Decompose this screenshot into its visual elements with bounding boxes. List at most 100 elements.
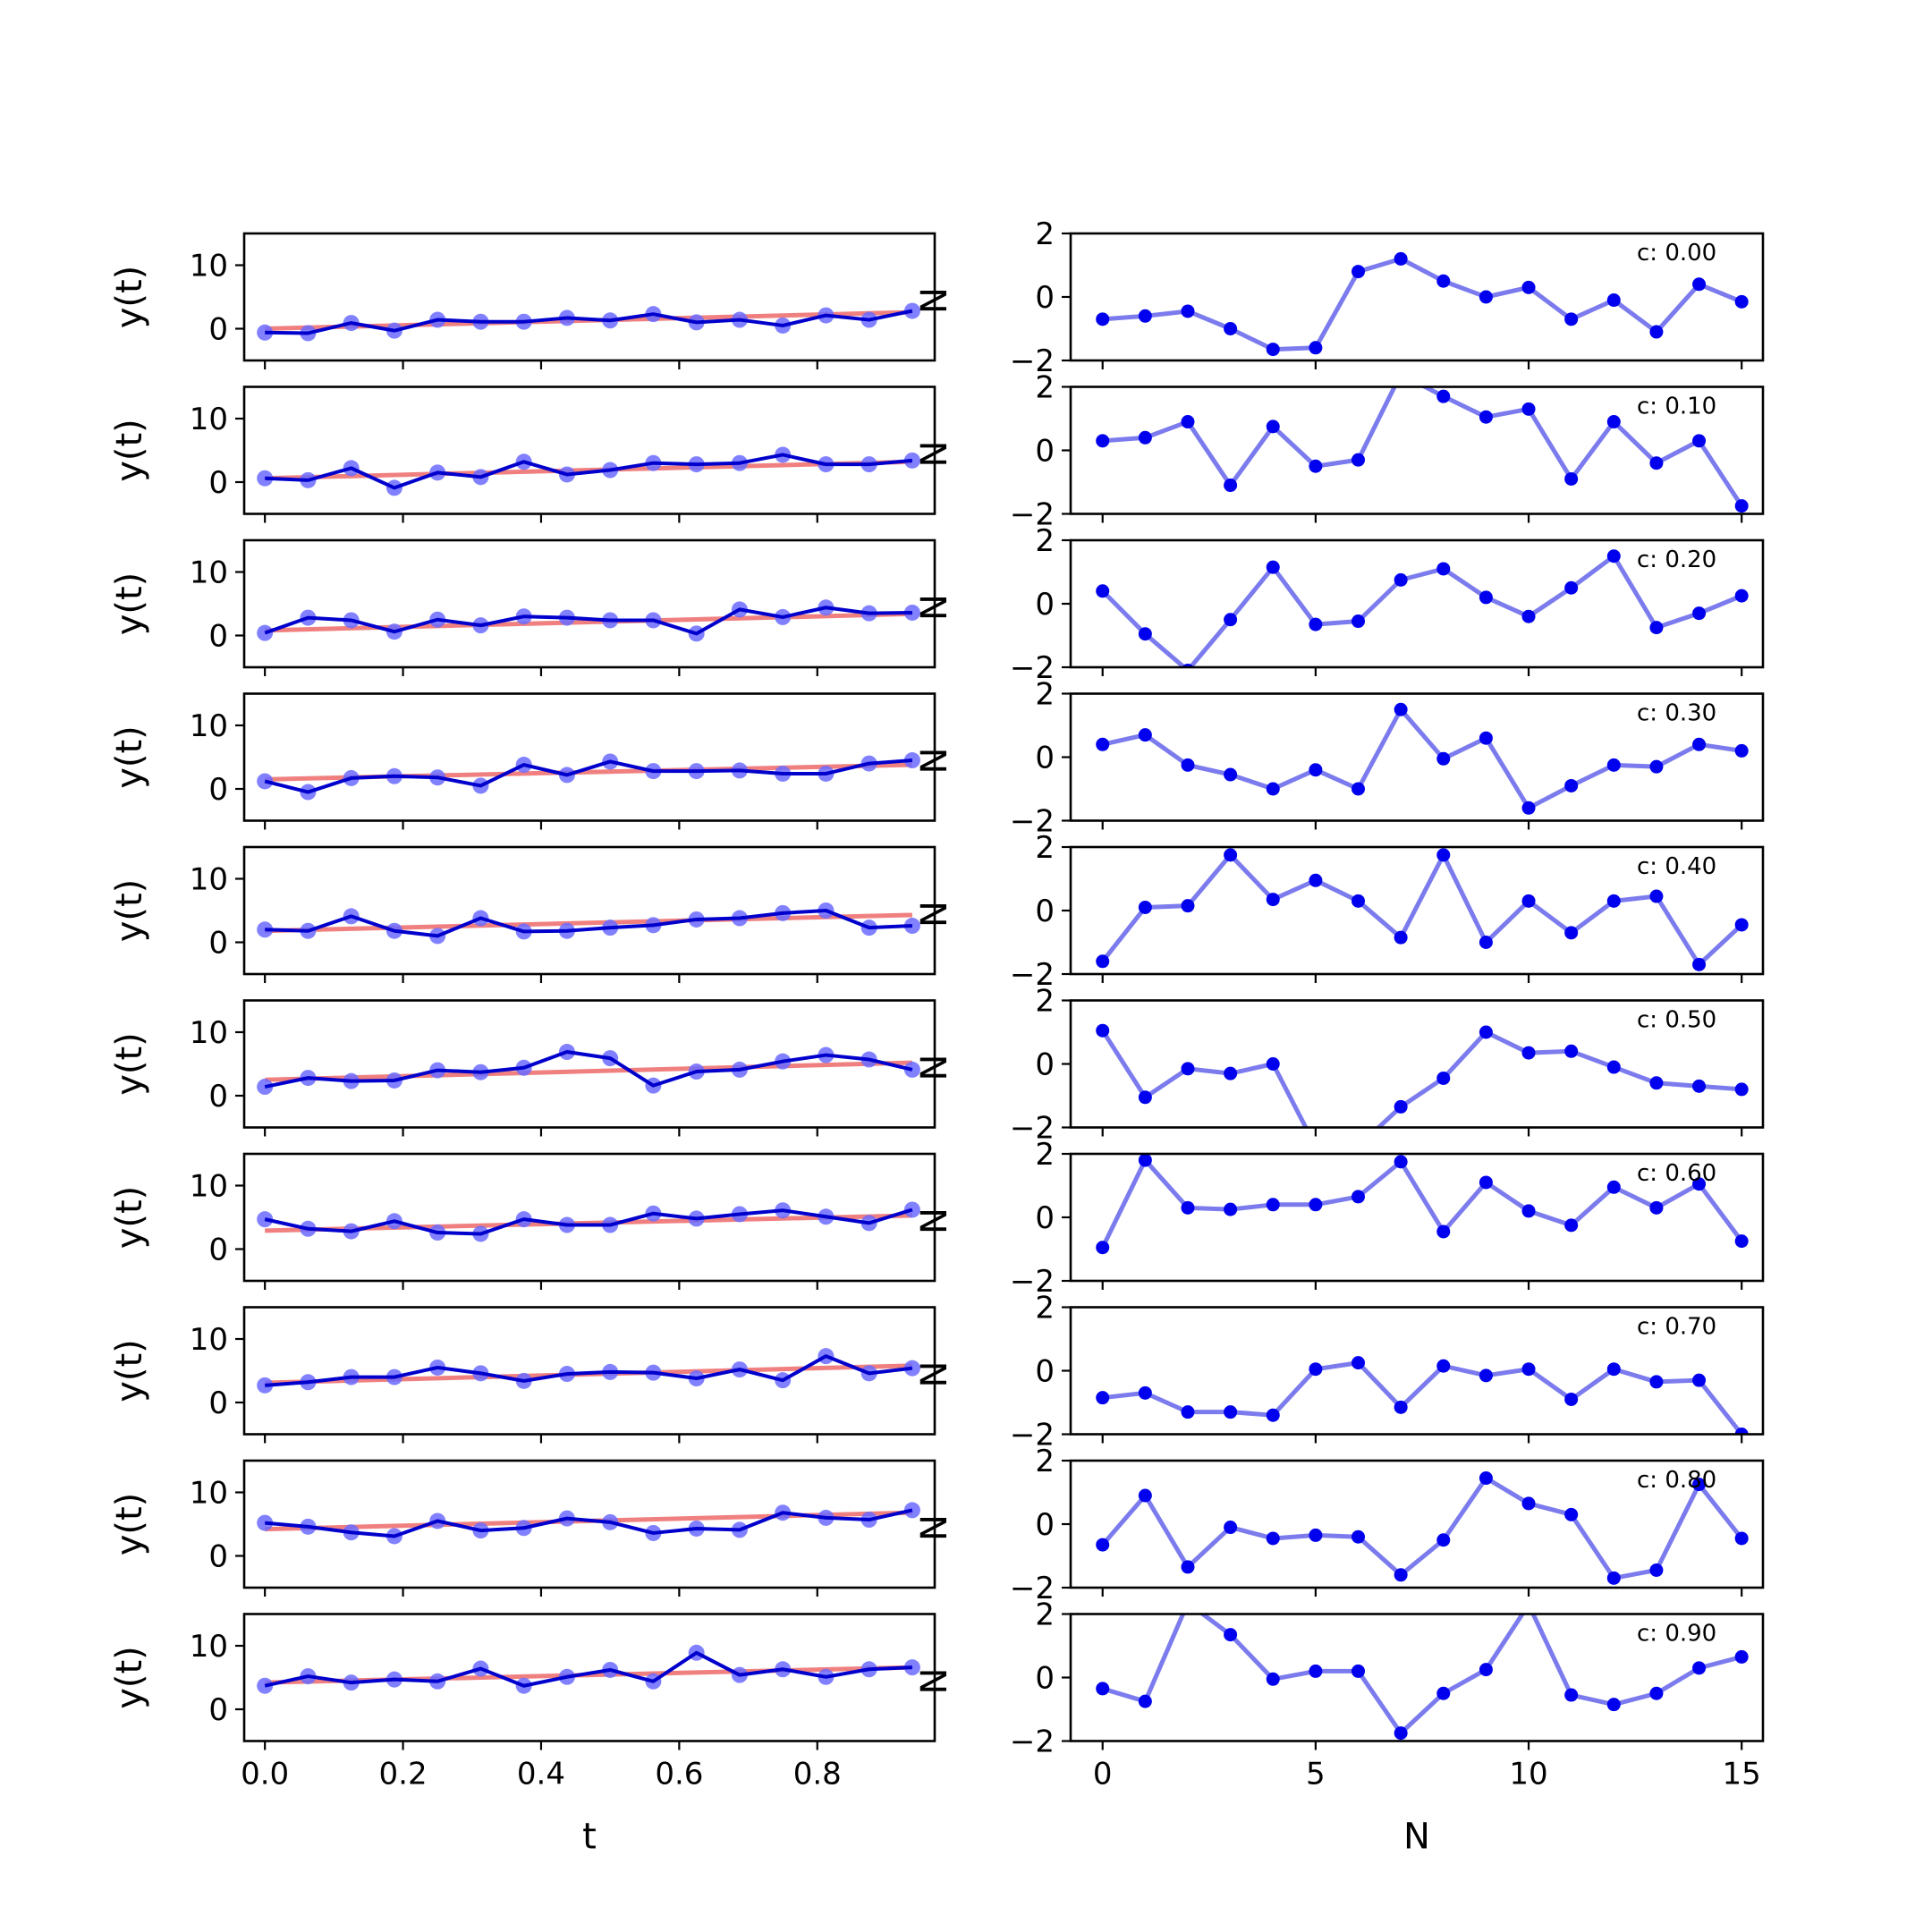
noise-point	[1309, 1362, 1323, 1377]
axes-frame	[242, 386, 936, 515]
noise-point	[1436, 1071, 1451, 1085]
noise-point	[1606, 1698, 1621, 1712]
y-tick-label: 0	[208, 1692, 228, 1728]
right-plot-area-2	[1096, 549, 1749, 667]
noise-point	[1479, 1025, 1493, 1039]
noise-point	[1649, 1200, 1664, 1215]
noise-point	[1521, 1204, 1536, 1218]
y-tick-label: 0	[208, 1539, 228, 1575]
right-plot-area-3	[1096, 702, 1749, 815]
axes-frame	[242, 538, 936, 669]
fit-line	[265, 1213, 912, 1233]
y-axis-label: y(t)	[109, 266, 150, 329]
noise-point	[1649, 1076, 1664, 1090]
noise-point	[1394, 1400, 1408, 1414]
noise-point	[1606, 293, 1621, 308]
overlapping-n-glyph: N	[914, 594, 955, 621]
noise-point	[1096, 584, 1110, 598]
series-line	[264, 1650, 912, 1688]
noise-point	[1309, 763, 1323, 777]
noise-point	[1606, 1571, 1621, 1585]
noise-point	[1138, 1488, 1152, 1503]
left-plot-area-8	[257, 1502, 920, 1545]
y-tick-label: 0	[1035, 1354, 1055, 1390]
overlapping-n-glyph: N	[914, 1361, 955, 1388]
noise-point	[1436, 389, 1451, 403]
noise-point	[1479, 1368, 1493, 1383]
left-panel-5: 0 10 y(t)	[109, 999, 936, 1137]
y-tick-label: 0	[1035, 587, 1055, 623]
noise-point	[1181, 899, 1195, 913]
panel-annotation: c: 0.00	[1637, 240, 1716, 267]
y-tick-label: 0	[1035, 741, 1055, 776]
noise-point	[1309, 459, 1323, 473]
overlapping-n-glyph: N	[914, 901, 955, 928]
noise-point	[1309, 341, 1323, 355]
noise-point	[1394, 1726, 1408, 1741]
right-panel-5: c: 0.50 −2 0 2 N	[914, 984, 1765, 1147]
overlapping-n-glyph: N	[914, 1668, 955, 1695]
right-panel-2: c: 0.20 −2 0 2 N	[914, 523, 1765, 686]
noise-point	[1096, 312, 1110, 326]
y-tick-label: 0	[208, 619, 228, 655]
y-tick-label: 2	[1035, 523, 1055, 559]
y-tick-label: 2	[1035, 370, 1055, 406]
axes-frame	[242, 232, 936, 362]
noise-point	[1096, 1682, 1110, 1696]
noise-point	[1734, 1082, 1749, 1097]
noise-point	[1394, 1155, 1408, 1169]
noise-point	[1649, 1686, 1664, 1700]
right-plot-area-0	[1096, 251, 1749, 357]
y-tick-label: −2	[1010, 343, 1055, 379]
noise-point	[1138, 1694, 1152, 1708]
noise-point	[1266, 1531, 1280, 1546]
series-line	[264, 606, 912, 636]
y-tick-label: 2	[1035, 677, 1055, 713]
noise-point	[1649, 759, 1664, 774]
panel-annotation: c: 0.70	[1637, 1314, 1716, 1341]
panel-annotation: c: 0.90	[1637, 1621, 1716, 1648]
noise-line	[1102, 1360, 1744, 1435]
noise-point	[1692, 1373, 1707, 1387]
y-tick-label: 10	[190, 1322, 228, 1358]
noise-point	[1564, 1688, 1579, 1702]
noise-point	[1309, 617, 1323, 631]
left-panel-3: 0 10 y(t)	[109, 692, 936, 830]
noise-point	[1394, 1568, 1408, 1582]
x-tick-label: 0.8	[793, 1757, 842, 1792]
noise-point	[1521, 280, 1536, 294]
noise-point	[1224, 1628, 1238, 1642]
noise-line	[1102, 386, 1744, 507]
x-tick-label: 0	[1093, 1757, 1113, 1792]
noise-point	[1224, 1202, 1238, 1216]
noise-point	[1138, 1385, 1152, 1400]
y-tick-label: 0	[208, 1233, 228, 1268]
y-tick-label: 10	[190, 708, 228, 744]
y-tick-label: 0	[1035, 1200, 1055, 1236]
noise-point	[1734, 589, 1749, 603]
noise-point	[1649, 325, 1664, 339]
noise-point	[1521, 1496, 1536, 1511]
noise-point	[1224, 1521, 1238, 1535]
right-panel-1: c: 0.10 −2 0 2 N	[914, 370, 1765, 533]
noise-point	[1436, 562, 1451, 576]
right-plot-area-1	[1096, 386, 1749, 513]
x-tick-label: 0.2	[379, 1757, 428, 1792]
axes-frame	[242, 845, 936, 976]
y-tick-label: 2	[1035, 1291, 1055, 1326]
noise-point	[1692, 957, 1707, 971]
left-plot-area-6	[257, 1201, 920, 1242]
noise-point	[1266, 419, 1280, 434]
noise-point	[1692, 1661, 1707, 1675]
y-tick-label: 10	[190, 1169, 228, 1205]
noise-point	[1436, 751, 1451, 766]
noise-point	[1734, 1234, 1749, 1249]
y-tick-label: 10	[190, 1015, 228, 1051]
noise-point	[1181, 1560, 1195, 1574]
noise-point	[1266, 893, 1280, 907]
y-tick-label: 2	[1035, 830, 1055, 866]
noise-point	[1181, 1062, 1195, 1076]
y-axis-label: y(t)	[109, 879, 150, 943]
overlapping-n-glyph: N	[914, 287, 955, 314]
noise-point	[1181, 304, 1195, 318]
